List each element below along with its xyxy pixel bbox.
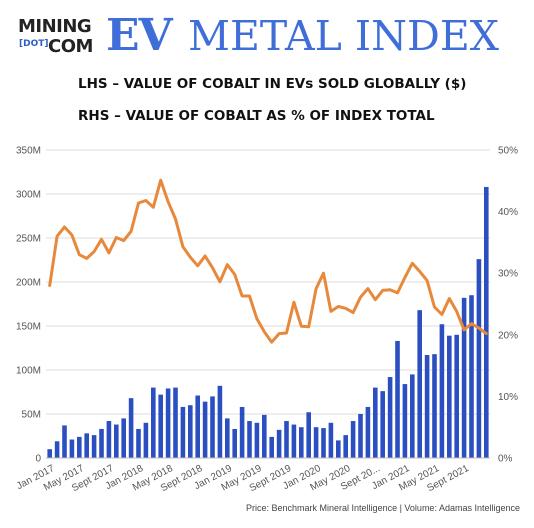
y-right-tick-label: 50% <box>498 146 518 157</box>
bar <box>380 391 385 458</box>
bar <box>180 406 186 458</box>
y-left-tick-label: 300M <box>16 190 41 201</box>
bar <box>321 428 326 458</box>
bar <box>476 259 482 458</box>
bar <box>484 186 489 458</box>
chart-subtitle-lhs: LHS – VALUE OF COBALT IN EVs SOLD GLOBAL… <box>78 76 467 92</box>
logo-dot-text: [DOT] <box>19 39 49 49</box>
bar <box>461 297 467 458</box>
y-left-tick-label: 50M <box>22 410 41 421</box>
bar <box>247 421 252 458</box>
bar <box>299 427 304 458</box>
y-left-tick-label: 100M <box>16 366 41 377</box>
bar <box>239 406 245 458</box>
y-left-tick-label: 150M <box>16 322 41 333</box>
bar <box>91 435 97 458</box>
bar <box>77 436 82 458</box>
bar <box>306 412 311 458</box>
bar <box>291 424 297 458</box>
series-line-percent <box>48 178 488 344</box>
bar <box>217 385 223 458</box>
y-left-tick-label: 0 <box>35 454 41 465</box>
bar <box>313 427 319 458</box>
bar <box>121 418 126 458</box>
bar <box>54 441 60 458</box>
bar <box>47 449 52 458</box>
bar <box>454 334 459 458</box>
bar <box>447 335 452 458</box>
bar <box>262 414 267 458</box>
bar <box>202 401 208 458</box>
source-credit: Price: Benchmark Mineral Intelligence | … <box>246 503 520 513</box>
bar <box>188 405 193 458</box>
logo-com-text: COM <box>48 36 93 57</box>
y-left-tick-label: 200M <box>16 278 41 289</box>
bar <box>114 424 119 458</box>
bar <box>402 384 408 458</box>
y-left-tick-label: 250M <box>16 234 41 245</box>
y-right-tick-label: 10% <box>498 392 518 403</box>
bar <box>439 324 445 458</box>
logo-mining-text: MINING <box>18 16 92 37</box>
bar <box>395 340 400 458</box>
bar <box>69 439 75 458</box>
bar <box>165 388 171 458</box>
bar <box>269 436 274 458</box>
chart-subtitle-rhs: RHS – VALUE OF COBALT AS % OF INDEX TOTA… <box>78 108 435 124</box>
bar <box>143 422 149 458</box>
y-right-tick-label: 40% <box>498 207 518 218</box>
bar <box>432 354 437 458</box>
logo-metal-index-text: METAL INDEX <box>188 12 499 60</box>
bar <box>225 418 230 458</box>
bar <box>232 428 237 458</box>
bar <box>195 395 200 458</box>
y-right-tick-label: 30% <box>498 269 518 280</box>
bar <box>469 295 474 458</box>
bar <box>106 421 112 458</box>
bar <box>373 387 378 458</box>
y-right-tick-label: 20% <box>498 330 518 341</box>
bar <box>210 396 215 458</box>
bar <box>343 435 348 458</box>
bar <box>151 387 156 458</box>
bar <box>99 428 104 458</box>
logo-ev-text: EV <box>106 10 173 61</box>
bar <box>173 387 178 458</box>
bar <box>358 414 363 458</box>
bar <box>365 406 371 458</box>
bar <box>328 422 334 458</box>
bar <box>417 310 422 458</box>
bar <box>276 429 282 458</box>
bar <box>158 394 163 458</box>
bar <box>254 422 260 458</box>
logo: MINING [DOT] COM EV METAL INDEX <box>18 10 523 64</box>
y-left-tick-label: 350M <box>16 146 41 157</box>
bar <box>62 425 67 458</box>
bar <box>128 398 134 458</box>
bar <box>336 440 341 458</box>
bar <box>136 428 141 458</box>
y-right-tick-label: 0% <box>498 454 513 465</box>
bar <box>424 355 430 458</box>
bar <box>284 421 289 458</box>
bar <box>84 433 89 458</box>
bar <box>350 421 356 458</box>
bar <box>410 374 415 458</box>
bar <box>387 377 393 458</box>
